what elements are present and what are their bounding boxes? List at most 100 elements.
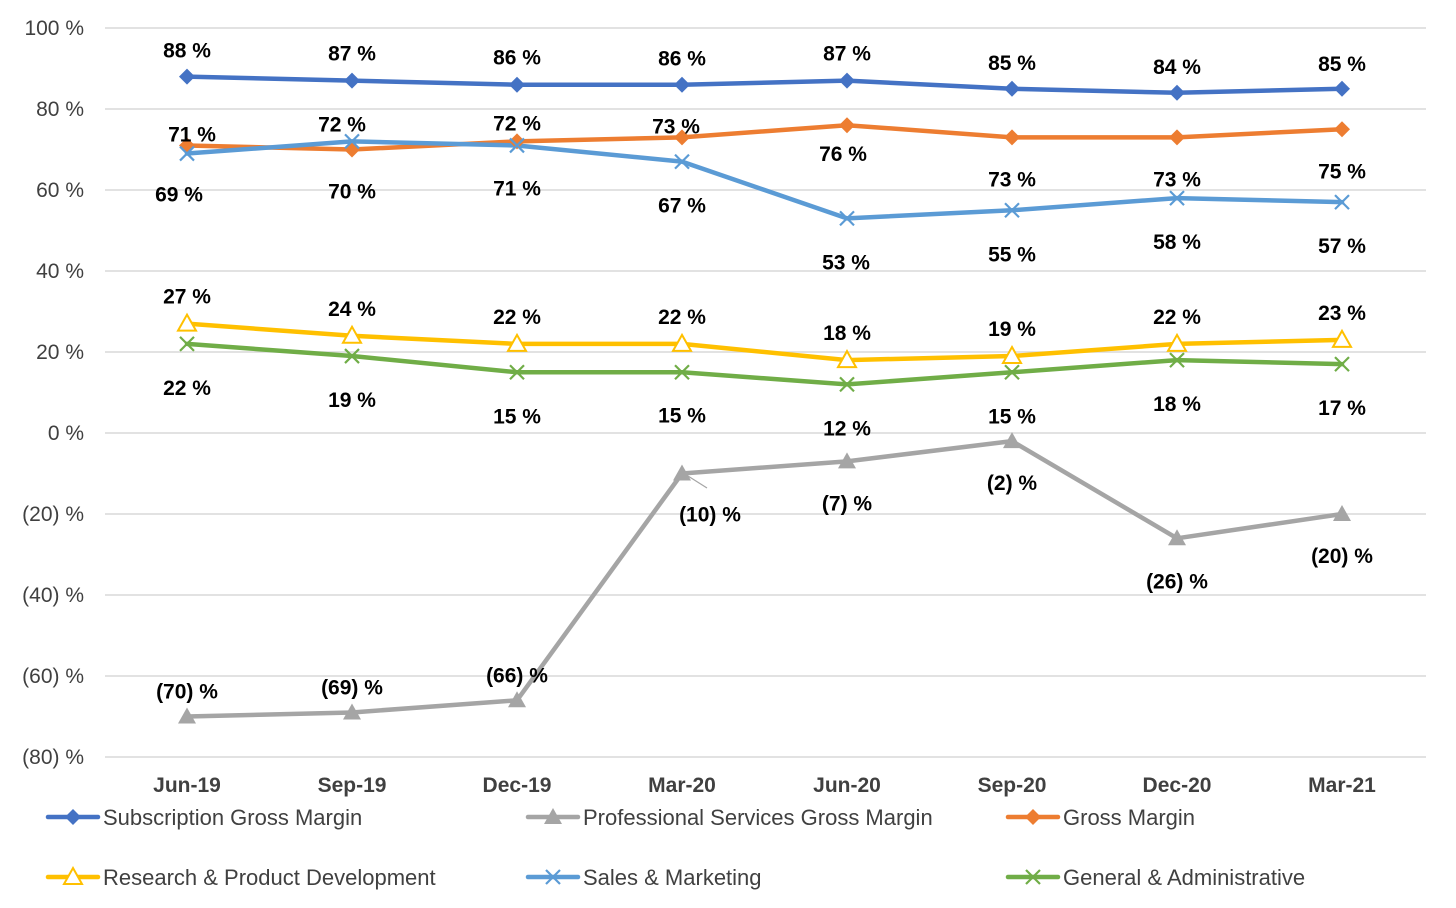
sales-and-marketing-point bbox=[1004, 202, 1020, 219]
general-and-administrative-data-label: 12 % bbox=[823, 417, 871, 440]
research-and-product-development-line bbox=[184, 321, 1345, 363]
research-and-product-development-data-label: 27 % bbox=[163, 286, 211, 309]
legend-item-professional-services-gross-margin: Professional Services Gross Margin bbox=[525, 805, 933, 830]
general-and-administrative-data-label: 15 % bbox=[988, 405, 1036, 428]
gross-margin-data-label: 75 % bbox=[1318, 160, 1366, 183]
professional-services-gross-margin-data-label: (69) % bbox=[321, 676, 383, 699]
research-and-product-development-data-label: 22 % bbox=[493, 306, 541, 329]
y-tick-label: 0 % bbox=[48, 422, 84, 445]
research-and-product-development-data-label: 22 % bbox=[1153, 306, 1201, 329]
research-and-product-development-data-label: 19 % bbox=[988, 318, 1036, 341]
legend-marker bbox=[545, 869, 561, 885]
sales-and-marketing-data-label: 71 % bbox=[493, 177, 541, 200]
y-tick-label: (20) % bbox=[22, 503, 84, 526]
subscription-gross-margin-line bbox=[184, 74, 1345, 96]
research-and-product-development-point bbox=[506, 332, 528, 352]
subscription-gross-margin-data-label: 85 % bbox=[1318, 53, 1366, 76]
research-and-product-development-point bbox=[341, 324, 363, 344]
professional-services-gross-margin-point bbox=[343, 703, 361, 720]
general-and-administrative-data-label: 18 % bbox=[1153, 393, 1201, 416]
sales-and-marketing-point bbox=[179, 145, 195, 162]
y-axis: 100 % 80 % 60 % 40 % 20 % 0 % (20) % (40) % (60)… bbox=[22, 17, 84, 769]
y-tick-label: 40 % bbox=[36, 260, 84, 283]
research-and-product-development-data-label: 18 % bbox=[823, 322, 871, 345]
research-and-product-development-point bbox=[1166, 332, 1188, 352]
subscription-gross-margin-point bbox=[839, 72, 855, 89]
general-and-administrative-point bbox=[1334, 356, 1350, 372]
y-tick-label: (40) % bbox=[22, 584, 84, 607]
research-and-product-development-point bbox=[671, 332, 693, 352]
sales-and-marketing-data-label: 58 % bbox=[1153, 231, 1201, 254]
sales-and-marketing-data-label: 57 % bbox=[1318, 235, 1366, 258]
subscription-gross-margin-data-label: 84 % bbox=[1153, 56, 1201, 79]
sales-and-marketing-point bbox=[344, 133, 360, 150]
y-tick-label: 20 % bbox=[36, 341, 84, 364]
gross-margin-data-label: 71 % bbox=[168, 123, 216, 146]
general-and-administrative-point bbox=[179, 336, 195, 352]
sales-and-marketing-point bbox=[509, 137, 525, 154]
gross-margin-data-label: 70 % bbox=[328, 181, 376, 204]
professional-services-gross-margin-point bbox=[1003, 432, 1021, 449]
legend-marker bbox=[1025, 869, 1041, 885]
y-tick-label: (80) % bbox=[22, 746, 84, 769]
professional-services-gross-margin-data-label: (10) % bbox=[679, 504, 741, 527]
general-and-administrative-point bbox=[674, 364, 690, 381]
legend-label: Subscription Gross Margin bbox=[103, 805, 362, 830]
professional-services-gross-margin-point bbox=[1168, 529, 1186, 546]
sales-and-marketing-point bbox=[1334, 194, 1350, 210]
subscription-gross-margin-point bbox=[179, 68, 195, 85]
subscription-gross-margin-data-label: 87 % bbox=[823, 43, 871, 66]
x-axis: Jun-19 Sep-19 Dec-19 Mar-20 Jun-20 Sep-20 Dec-… bbox=[153, 774, 1376, 797]
professional-services-gross-margin-data-label: (26) % bbox=[1146, 570, 1208, 593]
legend-marker bbox=[62, 865, 84, 885]
subscription-gross-margin-point bbox=[1004, 80, 1020, 97]
general-and-administrative-point bbox=[1169, 352, 1185, 368]
legend-label: Research & Product Development bbox=[103, 865, 436, 890]
sales-and-marketing-data-label: 72 % bbox=[318, 113, 366, 136]
sales-and-marketing-data-label: 67 % bbox=[658, 195, 706, 218]
x-tick-label: Dec-20 bbox=[1143, 774, 1212, 797]
general-and-administrative-line bbox=[184, 341, 1345, 387]
research-and-product-development-data-label: 24 % bbox=[328, 298, 376, 321]
subscription-gross-margin-data-label: 85 % bbox=[988, 52, 1036, 75]
general-and-administrative-data-label: 19 % bbox=[328, 389, 376, 412]
general-and-administrative-point bbox=[1004, 364, 1020, 381]
professional-services-gross-margin-data-label: (7) % bbox=[822, 492, 873, 515]
legend-label: General & Administrative bbox=[1063, 865, 1305, 890]
legend-marker bbox=[544, 808, 562, 824]
sales-and-marketing-point bbox=[1169, 190, 1185, 206]
sales-and-marketing-point bbox=[674, 153, 690, 170]
professional-services-gross-margin-point bbox=[838, 452, 856, 469]
gross-margin-point bbox=[674, 129, 690, 146]
professional-services-gross-margin-point bbox=[508, 691, 526, 708]
research-and-product-development-point bbox=[836, 349, 858, 369]
legend-item-research-and-product-development: Research & Product Development bbox=[45, 865, 436, 890]
legend-marker bbox=[1025, 809, 1041, 825]
professional-services-gross-margin-data-label: (20) % bbox=[1311, 545, 1373, 568]
subscription-gross-margin-point bbox=[509, 76, 525, 93]
research-and-product-development-data-label: 23 % bbox=[1318, 302, 1366, 325]
data-labels: 88 % 87 % 86 % 86 % 87 % 85 % 84 % 85 % (70) % (6… bbox=[155, 40, 1373, 704]
subscription-gross-margin-data-label: 87 % bbox=[328, 43, 376, 66]
x-tick-label: Dec-19 bbox=[483, 774, 552, 797]
general-and-administrative-data-label: 15 % bbox=[493, 405, 541, 428]
legend-item-general-and-administrative: General & Administrative bbox=[1005, 865, 1305, 890]
general-and-administrative-point bbox=[344, 348, 360, 364]
legend: Subscription Gross Margin Professional Se… bbox=[45, 805, 1305, 890]
subscription-gross-margin-point bbox=[1334, 80, 1350, 97]
sales-and-marketing-line bbox=[184, 139, 1345, 221]
sales-and-marketing-data-label: 69 % bbox=[155, 184, 203, 207]
gross-margin-data-label: 73 % bbox=[652, 115, 700, 138]
professional-services-gross-margin-data-label: (66) % bbox=[486, 664, 548, 687]
legend-label: Professional Services Gross Margin bbox=[583, 805, 933, 830]
series-markers bbox=[176, 68, 1353, 724]
gross-margin-data-label: 73 % bbox=[988, 168, 1036, 191]
legend-item-gross-margin: Gross Margin bbox=[1005, 805, 1195, 830]
legend-marker bbox=[65, 809, 81, 825]
gross-margin-point bbox=[509, 133, 525, 150]
subscription-gross-margin-data-label: 88 % bbox=[163, 40, 211, 63]
gross-margin-data-label: 73 % bbox=[1153, 168, 1201, 191]
professional-services-gross-margin-data-label: (2) % bbox=[987, 472, 1038, 495]
subscription-gross-margin-point bbox=[674, 76, 690, 93]
professional-services-gross-margin-data-label: (70) % bbox=[156, 681, 218, 704]
